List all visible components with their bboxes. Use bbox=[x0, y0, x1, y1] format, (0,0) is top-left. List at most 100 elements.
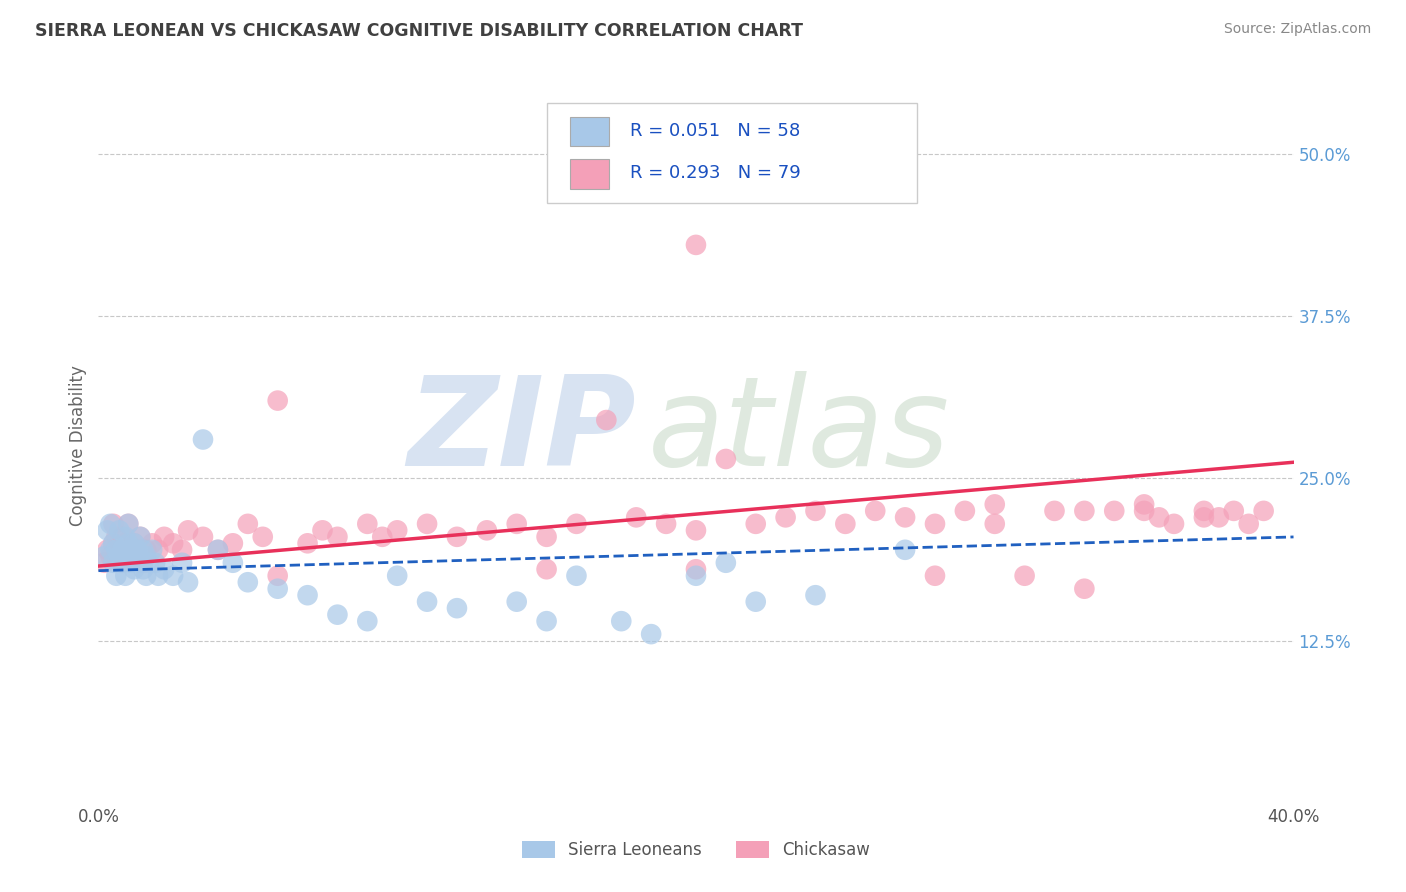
Point bbox=[640, 627, 662, 641]
Point bbox=[96, 524, 118, 538]
Point bbox=[117, 549, 139, 564]
Point bbox=[148, 542, 170, 557]
Text: SIERRA LEONEAN VS CHICKASAW COGNITIVE DISABILITY CORRELATION CHART: SIERRA LEONEAN VS CHICKASAW COGNITIVE DI… bbox=[35, 22, 803, 40]
Point bbox=[924, 568, 946, 582]
Point bbox=[655, 516, 678, 531]
Point bbox=[96, 542, 118, 557]
Point bbox=[804, 504, 827, 518]
Point bbox=[132, 556, 155, 570]
Point bbox=[356, 614, 378, 628]
Point bbox=[834, 516, 856, 531]
Point bbox=[117, 516, 139, 531]
Point bbox=[356, 516, 378, 531]
Point bbox=[114, 568, 136, 582]
Bar bbox=[571, 160, 609, 189]
Point bbox=[222, 536, 245, 550]
Point bbox=[117, 516, 139, 531]
Point bbox=[191, 530, 214, 544]
Point bbox=[124, 536, 146, 550]
Point bbox=[714, 452, 737, 467]
Point bbox=[1043, 504, 1066, 518]
Point bbox=[685, 238, 707, 252]
Point bbox=[111, 542, 134, 557]
Point bbox=[1073, 582, 1095, 596]
Point bbox=[775, 510, 797, 524]
Point bbox=[127, 542, 149, 557]
Point bbox=[98, 516, 122, 531]
Point bbox=[141, 542, 163, 557]
Point bbox=[267, 582, 290, 596]
Point bbox=[103, 536, 125, 550]
Point bbox=[98, 549, 122, 564]
Point bbox=[924, 516, 946, 531]
Point bbox=[93, 549, 115, 564]
Point bbox=[177, 575, 200, 590]
Point bbox=[953, 504, 976, 518]
Point bbox=[162, 568, 184, 582]
Point bbox=[124, 536, 146, 550]
Point bbox=[105, 542, 128, 557]
Point bbox=[1133, 497, 1156, 511]
Y-axis label: Cognitive Disability: Cognitive Disability bbox=[69, 366, 87, 526]
Point bbox=[111, 556, 134, 570]
Point bbox=[1147, 510, 1170, 524]
Point bbox=[894, 510, 917, 524]
Point bbox=[162, 536, 184, 550]
Point bbox=[1073, 504, 1095, 518]
Point bbox=[120, 542, 142, 557]
Point bbox=[506, 516, 529, 531]
Point bbox=[416, 516, 439, 531]
Point bbox=[117, 536, 139, 550]
Point bbox=[745, 595, 768, 609]
Point bbox=[172, 556, 194, 570]
Point bbox=[105, 549, 128, 564]
Point bbox=[371, 530, 394, 544]
Point bbox=[117, 542, 139, 557]
Point bbox=[93, 556, 115, 570]
Point bbox=[446, 601, 468, 615]
Point bbox=[804, 588, 827, 602]
Point bbox=[135, 542, 157, 557]
Point bbox=[127, 542, 149, 557]
Point bbox=[135, 568, 157, 582]
Text: R = 0.051   N = 58: R = 0.051 N = 58 bbox=[630, 121, 800, 139]
Point bbox=[297, 536, 319, 550]
Point bbox=[236, 516, 259, 531]
Point bbox=[120, 549, 142, 564]
Point bbox=[114, 530, 136, 544]
Point bbox=[536, 562, 558, 576]
Point bbox=[1253, 504, 1275, 518]
Point bbox=[252, 530, 274, 544]
Point bbox=[685, 568, 707, 582]
Point bbox=[111, 556, 134, 570]
Point bbox=[984, 497, 1007, 511]
Point bbox=[129, 530, 152, 544]
Point bbox=[108, 542, 131, 557]
Point bbox=[1014, 568, 1036, 582]
Point bbox=[565, 568, 588, 582]
Point bbox=[105, 530, 128, 544]
Point bbox=[103, 516, 125, 531]
Point bbox=[1208, 510, 1230, 524]
Point bbox=[1192, 510, 1215, 524]
Point bbox=[565, 516, 588, 531]
Point bbox=[506, 595, 529, 609]
Point bbox=[610, 614, 633, 628]
Point bbox=[416, 595, 439, 609]
Point bbox=[475, 524, 498, 538]
Point bbox=[132, 562, 155, 576]
Point bbox=[177, 524, 200, 538]
Point bbox=[267, 568, 290, 582]
Text: Source: ZipAtlas.com: Source: ZipAtlas.com bbox=[1223, 22, 1371, 37]
Point bbox=[105, 568, 128, 582]
Bar bbox=[571, 117, 609, 146]
Point bbox=[685, 562, 707, 576]
Point bbox=[1192, 504, 1215, 518]
Point bbox=[536, 614, 558, 628]
Point bbox=[326, 530, 349, 544]
Point bbox=[108, 549, 131, 564]
Point bbox=[114, 536, 136, 550]
Point bbox=[865, 504, 887, 518]
Point bbox=[222, 556, 245, 570]
Point bbox=[446, 530, 468, 544]
